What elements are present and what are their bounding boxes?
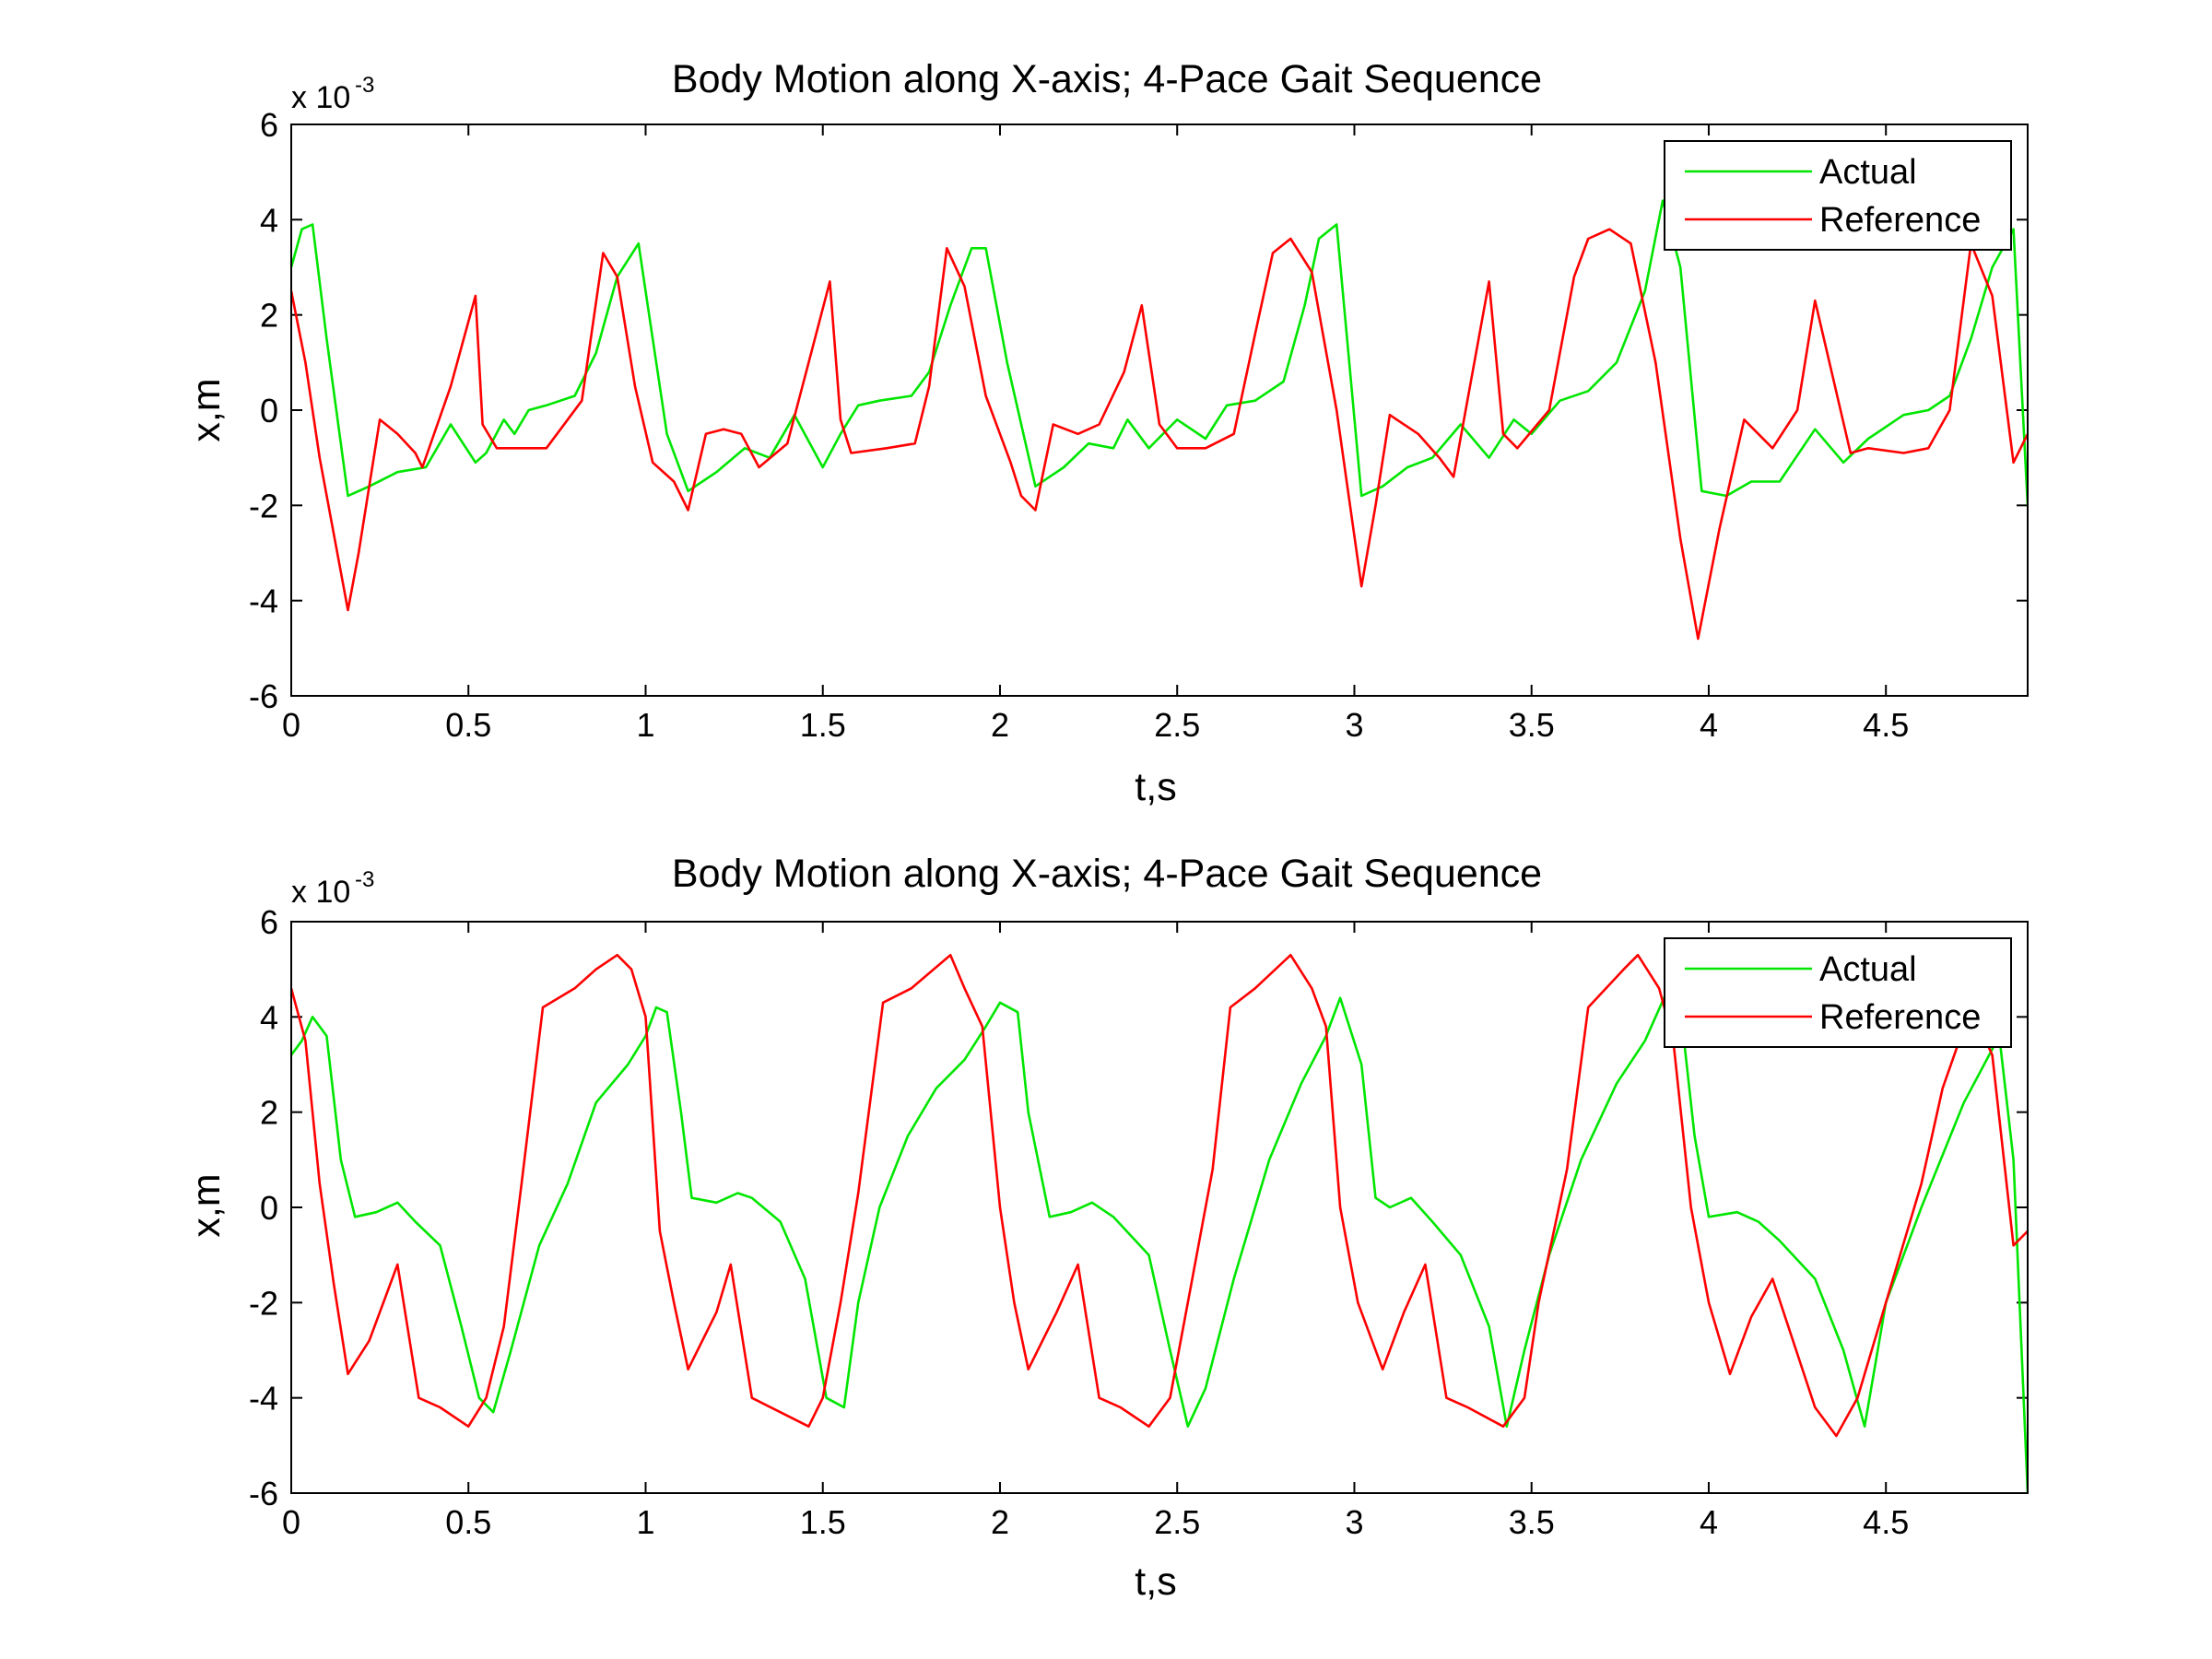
top-x-tick-label: 0	[282, 706, 300, 744]
top-y-tick-label: -6	[249, 677, 278, 715]
top-x-tick-label: 4	[1700, 706, 1718, 744]
bottom-y-tick-label: -6	[249, 1475, 278, 1512]
top-chart-title: Body Motion along X-axis; 4-Pace Gait Se…	[672, 57, 1542, 101]
bottom-chart-panel: Body Motion along X-axis; 4-Pace Gait Se…	[184, 852, 2029, 1604]
bottom-plot-area	[291, 953, 2028, 1493]
top-legend: Actual Reference	[1664, 140, 2012, 251]
top-x-tick-label: 0.5	[445, 706, 491, 744]
bottom-y-axis-label: x,m	[184, 1173, 229, 1237]
top-x-axis-label: t,s	[1135, 765, 1176, 809]
bottom-exponent-base: x 10	[291, 875, 350, 910]
top-x-tick-label: 1	[636, 706, 654, 744]
top-x-tick-label: 2.5	[1154, 706, 1200, 744]
top-chart-panel: Body Motion along X-axis; 4-Pace Gait Se…	[184, 57, 2029, 809]
bottom-x-tick-label: 3.5	[1509, 1503, 1555, 1541]
bottom-x-tick-label: 4	[1700, 1503, 1718, 1541]
top-plot-area	[291, 199, 2028, 641]
bottom-y-tick-label: -2	[249, 1284, 278, 1322]
top-y-tick-label: 6	[260, 106, 278, 144]
bottom-y-tick-label: 6	[260, 903, 278, 941]
top-x-tick-label: 3	[1345, 706, 1363, 744]
bottom-x-tick-label: 2.5	[1154, 1503, 1200, 1541]
bottom-exponent-label: x 10 -3	[291, 867, 374, 910]
bottom-y-tick-label: 4	[260, 998, 278, 1036]
top-x-tick-label: 4.5	[1863, 706, 1909, 744]
bottom-legend-box	[1664, 937, 2012, 1048]
bottom-y-tick-label: 2	[260, 1094, 278, 1132]
bottom-y-tick-label: -4	[249, 1380, 278, 1418]
bottom-x-tick-label: 2	[991, 1503, 1009, 1541]
top-x-tick-label: 3.5	[1509, 706, 1555, 744]
top-axes-box	[290, 124, 2029, 697]
top-legend-label-reference: Reference	[1819, 201, 1981, 240]
top-y-tick-label: 0	[260, 392, 278, 429]
bottom-chart-title: Body Motion along X-axis; 4-Pace Gait Se…	[672, 852, 1542, 896]
top-legend-label-actual: Actual	[1819, 153, 1917, 192]
top-exponent-label: x 10 -3	[291, 73, 374, 115]
bottom-x-tick-label: 0	[282, 1503, 300, 1541]
bottom-x-tick-label: 1	[636, 1503, 654, 1541]
bottom-x-tick-label: 4.5	[1863, 1503, 1909, 1541]
bottom-x-tick-label: 3	[1345, 1503, 1363, 1541]
top-y-tick-label: -4	[249, 582, 278, 620]
bottom-legend-label-reference: Reference	[1819, 998, 1981, 1037]
top-y-tick-label: 4	[260, 201, 278, 239]
top-series-reference-line	[291, 228, 2028, 641]
top-y-tick-label: -2	[249, 487, 278, 524]
top-legend-box	[1664, 140, 2012, 251]
top-y-tick-label: 2	[260, 297, 278, 335]
top-x-tick-label: 2	[991, 706, 1009, 744]
bottom-series-reference-line	[291, 953, 2028, 1438]
bottom-y-tick-label: 0	[260, 1189, 278, 1227]
bottom-legend: Actual Reference	[1664, 937, 2012, 1048]
top-x-tick-label: 1.5	[800, 706, 846, 744]
top-exponent-base: x 10	[291, 80, 350, 115]
top-y-axis-label: x,m	[184, 378, 229, 441]
bottom-x-tick-label: 0.5	[445, 1503, 491, 1541]
top-exponent-power: -3	[355, 73, 374, 98]
bottom-ticks: 0 0.5 1 1.5 2 2.5 3 3.5 4 4.5 -6 -4 -2 0 2 4 6	[249, 903, 2028, 1541]
bottom-exponent-power: -3	[355, 867, 374, 892]
bottom-axes-box	[290, 921, 2029, 1494]
bottom-x-axis-label: t,s	[1135, 1559, 1176, 1604]
bottom-legend-label-actual: Actual	[1819, 950, 1917, 989]
top-ticks: 0 0.5 1 1.5 2 2.5 3 3.5 4 4.5 -6 -4 -2 0 2 4 6	[249, 106, 2028, 744]
bottom-x-tick-label: 1.5	[800, 1503, 846, 1541]
top-series-actual-line	[291, 199, 2028, 506]
bottom-series-actual-line	[291, 992, 2028, 1493]
